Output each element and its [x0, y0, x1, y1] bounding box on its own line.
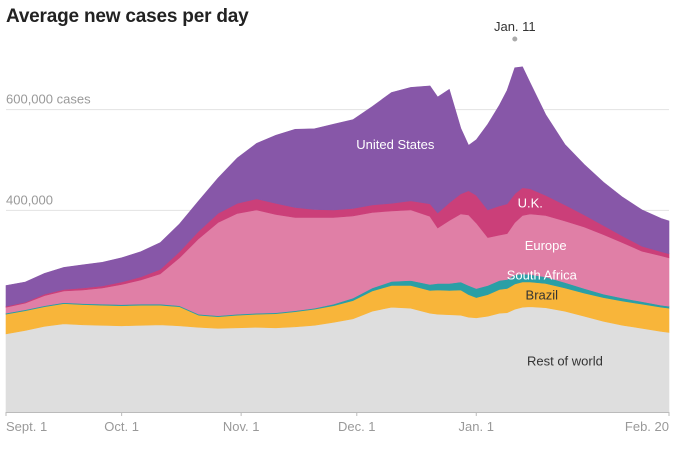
- y-tick-label: 600,000 cases: [6, 92, 91, 107]
- series-label-brazil: Brazil: [526, 287, 559, 302]
- series-areas: [5, 66, 670, 413]
- series-label-europe: Europe: [525, 238, 567, 253]
- annotation-marker: [511, 35, 519, 43]
- x-tick-label: Sept. 1: [6, 419, 47, 434]
- y-axis-labels: 400,000 600,000 cases: [6, 92, 91, 208]
- series-labels: Rest of world Brazil South Africa Europe U.K…: [356, 137, 603, 369]
- x-axis: Sept. 1 Oct. 1 Nov. 1 Dec. 1 Jan. 1 Feb. 20: [5, 412, 670, 434]
- annotation-label: Jan. 11: [494, 19, 536, 34]
- series-label-rest-of-world: Rest of world: [527, 354, 603, 369]
- series-label-united-states: United States: [356, 137, 435, 152]
- area-united-states: [5, 66, 670, 307]
- x-tick-label: Dec. 1: [338, 419, 376, 434]
- series-label-south-africa: South Africa: [507, 268, 578, 283]
- x-tick-label: Feb. 20: [625, 419, 669, 434]
- series-label-u-k: U.K.: [518, 195, 543, 210]
- x-tick-label: Nov. 1: [223, 419, 260, 434]
- chart-title: Average new cases per day: [6, 6, 249, 27]
- x-tick-label: Jan. 1: [459, 419, 494, 434]
- x-tick-label: Oct. 1: [104, 419, 139, 434]
- annotations: Jan. 11: [494, 19, 536, 43]
- y-tick-label: 400,000: [6, 192, 53, 207]
